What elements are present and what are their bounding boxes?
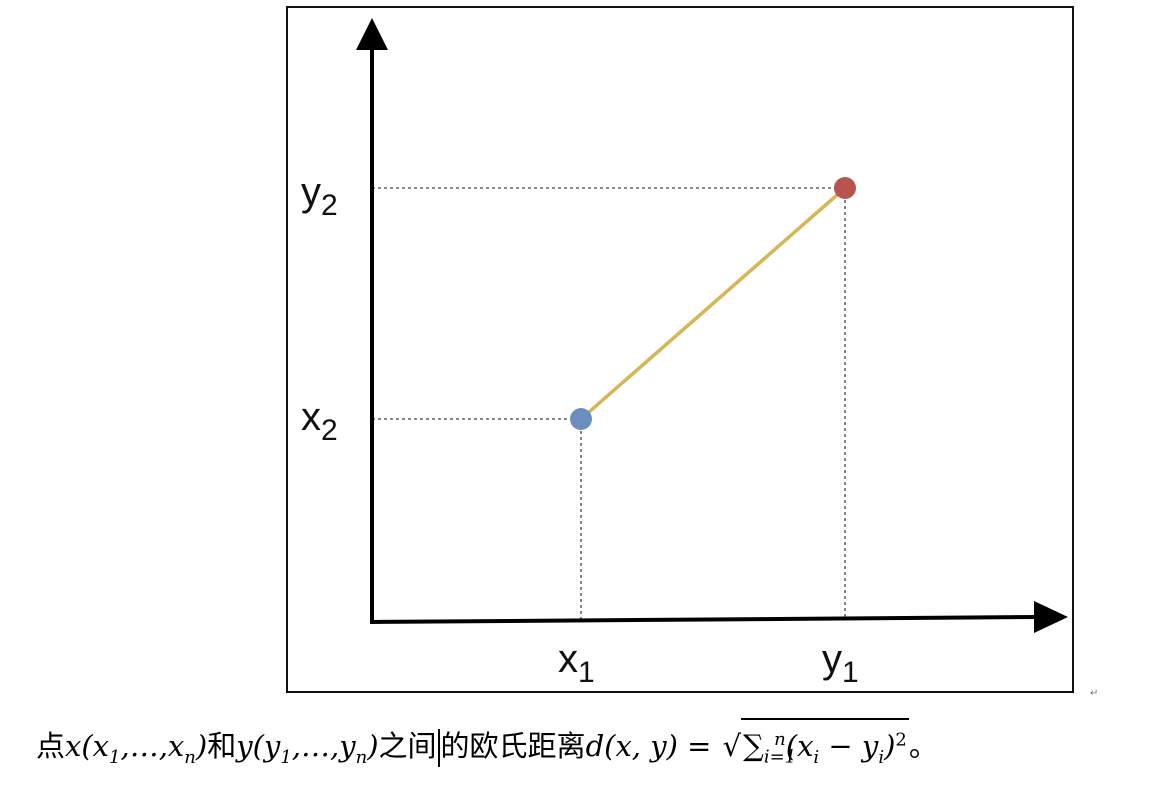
figure-frame <box>286 6 1074 693</box>
point-x <box>570 408 592 430</box>
point-x-expr: x(x1,…,xn) <box>65 729 208 768</box>
sum-symbol: ∑ <box>743 729 764 763</box>
caption-text-distance: 的欧氏距离 <box>440 729 586 763</box>
sum-upper: n <box>774 729 786 751</box>
tick-label-y2: y2 <box>301 170 338 222</box>
tick-label-x1: x1 <box>558 637 595 689</box>
point-y-expr: y(y1,…,yn) <box>236 729 379 768</box>
caption-text-point: 点 <box>36 729 66 763</box>
distance-expr: d(x, y) = <box>585 729 721 763</box>
caption-text-between: 之间 <box>378 729 437 763</box>
formula-caption[interactable]: 点x(x1,…,xn)和y(y1,…,yn)之间 的欧氏距离d(x, y) = √… <box>36 718 1166 774</box>
tick-label-y1: y1 <box>822 637 859 689</box>
distance-segment <box>579 186 847 421</box>
tick-label-x2: x2 <box>301 395 338 447</box>
x-axis-arrowhead <box>1034 601 1068 633</box>
point-y <box>834 177 856 199</box>
radical-sign-icon: √ <box>722 729 742 763</box>
y-axis-arrowhead <box>356 18 388 50</box>
sum-lower: i=1 <box>763 746 797 768</box>
euclidean-diagram: y2 x2 x1 y1 <box>301 18 1068 689</box>
paragraph-mark: ↵ <box>1090 688 1099 699</box>
text-cursor <box>437 729 440 767</box>
caption-text-period: 。 <box>908 729 938 763</box>
caption-text-and: 和 <box>207 729 237 763</box>
x-axis <box>369 615 1041 624</box>
sqrt-expr: √∑i=1n(xi − yi)2 <box>721 718 909 778</box>
